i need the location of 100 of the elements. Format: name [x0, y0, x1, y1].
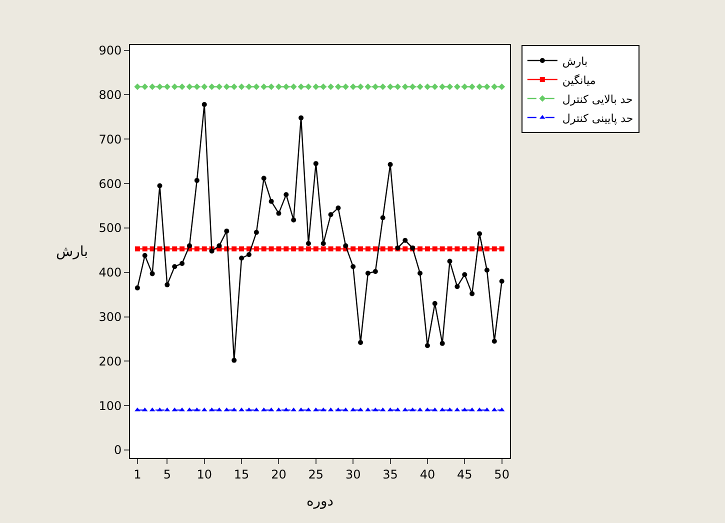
point — [439, 83, 446, 90]
point — [402, 246, 408, 252]
point — [440, 340, 445, 346]
x-tick-label: 25 — [308, 467, 324, 482]
point — [261, 246, 266, 252]
point — [358, 340, 364, 346]
point — [492, 246, 497, 252]
point — [180, 260, 185, 266]
point — [491, 83, 498, 90]
point — [180, 246, 185, 252]
x-tick-label: 15 — [234, 467, 250, 482]
point — [157, 246, 162, 252]
point — [334, 83, 342, 90]
point — [402, 238, 408, 243]
point — [380, 246, 386, 252]
point — [134, 285, 140, 290]
point — [253, 83, 260, 90]
legend-label: بارش — [562, 54, 588, 68]
point — [492, 338, 497, 344]
point — [290, 83, 297, 90]
point — [246, 252, 252, 258]
point — [232, 358, 237, 363]
point — [216, 83, 222, 90]
point — [350, 246, 356, 252]
point — [298, 83, 304, 90]
point — [336, 205, 341, 210]
point — [194, 246, 200, 252]
point — [432, 300, 438, 306]
point — [164, 282, 170, 288]
point — [424, 343, 430, 348]
point — [268, 198, 274, 204]
point — [201, 83, 208, 90]
point — [298, 246, 304, 252]
point — [239, 246, 244, 252]
point — [468, 83, 476, 90]
point — [149, 83, 156, 90]
y-tick-label: 700 — [98, 132, 122, 146]
legend-label: میانگین — [562, 74, 596, 87]
point — [164, 83, 170, 90]
y-tick-label: 400 — [98, 266, 122, 280]
point — [424, 83, 431, 90]
y-tick-label: 100 — [98, 398, 122, 413]
point — [171, 83, 178, 90]
point — [432, 83, 438, 90]
point — [447, 246, 452, 252]
point — [254, 230, 259, 235]
point — [202, 246, 207, 252]
point — [440, 246, 445, 252]
x-tick-label: 45 — [457, 467, 472, 482]
point — [312, 83, 320, 90]
point — [261, 176, 266, 181]
x-tick-label: 20 — [271, 467, 286, 482]
point — [291, 217, 296, 222]
point — [246, 83, 252, 90]
point — [134, 246, 140, 252]
point — [350, 264, 356, 270]
x-tick-label: 50 — [494, 467, 510, 482]
point — [202, 102, 207, 108]
point — [462, 272, 468, 278]
point — [416, 83, 424, 90]
point — [260, 83, 268, 90]
point — [402, 83, 408, 90]
point — [476, 83, 483, 90]
point — [320, 241, 326, 246]
point — [232, 246, 237, 252]
point — [380, 83, 386, 90]
point — [298, 115, 304, 120]
point — [358, 246, 364, 252]
point — [454, 83, 460, 90]
point — [156, 83, 163, 90]
point — [194, 83, 200, 90]
point — [306, 241, 311, 246]
point — [387, 83, 394, 90]
point — [186, 243, 192, 248]
point — [178, 83, 186, 90]
point — [142, 83, 148, 90]
point — [328, 212, 334, 218]
point — [306, 246, 311, 252]
point — [357, 83, 364, 90]
point — [394, 83, 401, 90]
point — [142, 253, 148, 258]
point — [230, 83, 238, 90]
y-tick-label: 300 — [98, 310, 122, 324]
point — [409, 83, 416, 90]
point — [305, 83, 312, 90]
point — [238, 83, 245, 90]
x-tick-label: 30 — [345, 467, 361, 482]
x-axis-title: دوره — [306, 494, 334, 510]
y-tick-label: 800 — [98, 88, 122, 102]
point — [418, 270, 423, 276]
point — [365, 246, 370, 252]
point — [388, 246, 393, 252]
point — [418, 246, 423, 252]
point — [313, 246, 318, 252]
point — [328, 246, 334, 252]
point — [328, 83, 334, 90]
point — [477, 231, 482, 236]
legend-label: حد پایینی کنترل — [562, 112, 634, 125]
point — [186, 83, 193, 90]
point — [216, 243, 222, 248]
